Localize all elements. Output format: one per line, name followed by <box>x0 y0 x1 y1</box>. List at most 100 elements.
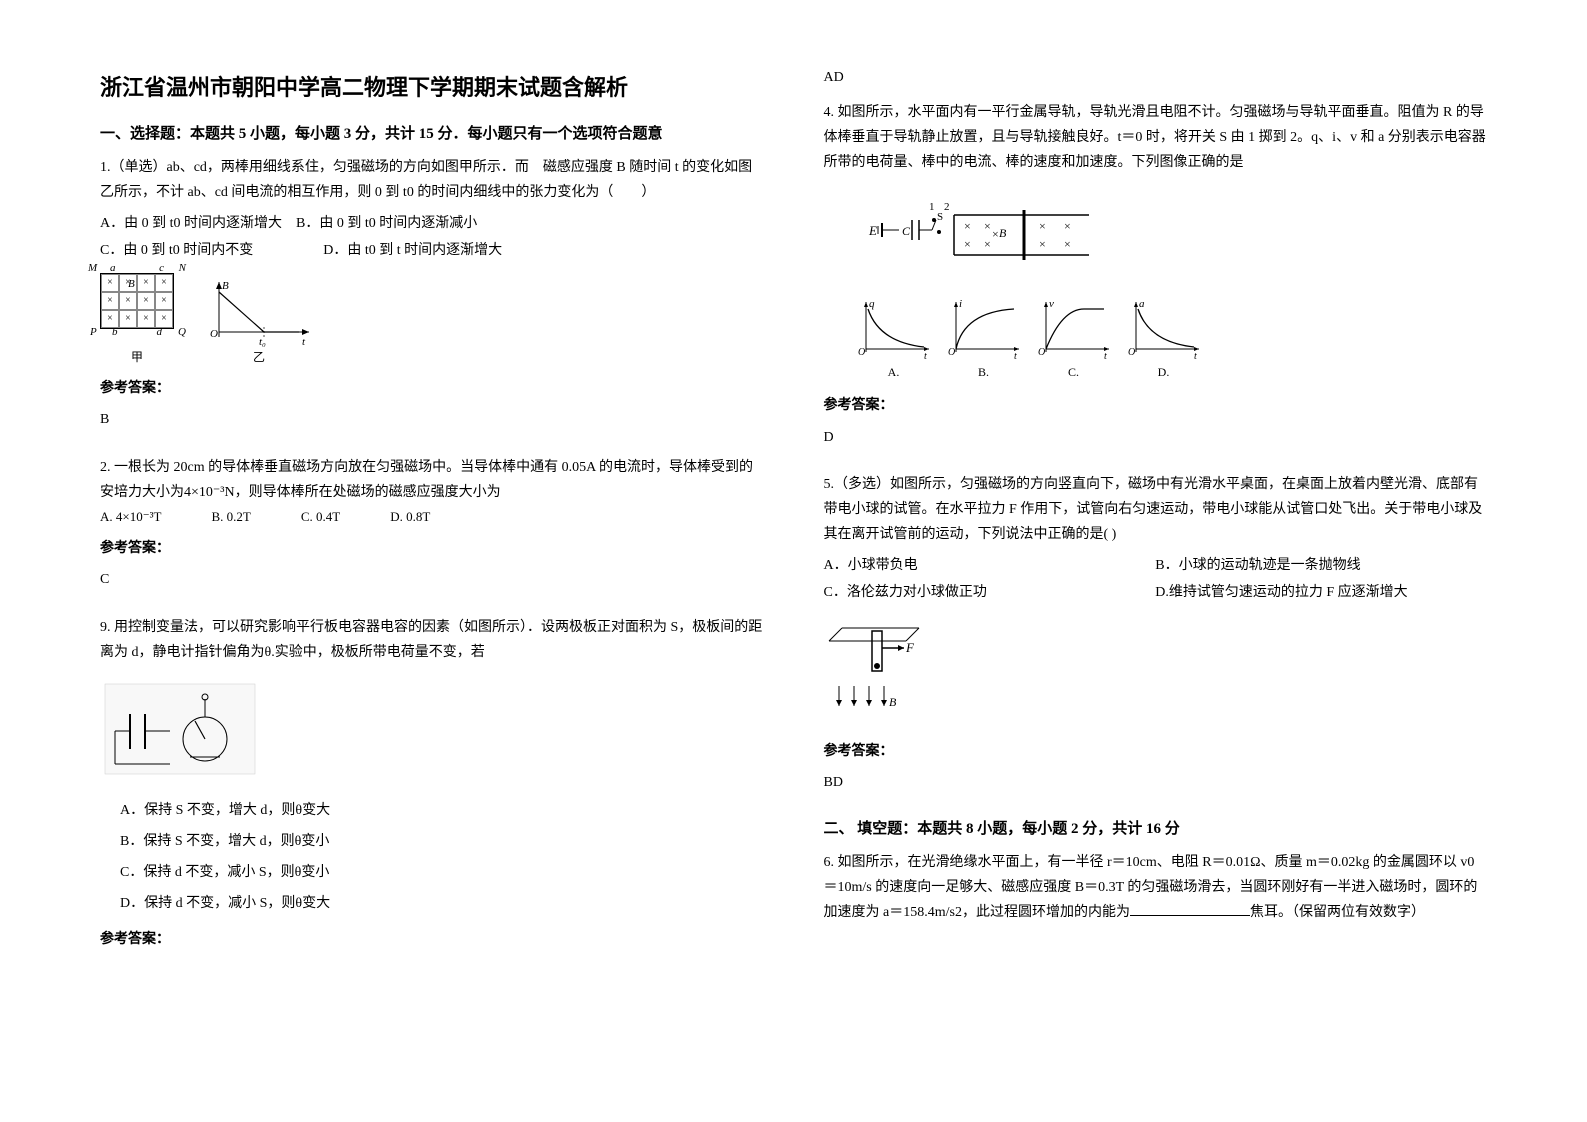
document-title: 浙江省温州市朝阳中学高二物理下学期期末试题含解析 <box>100 70 764 102</box>
q4-graph-A: q O t A. <box>854 297 934 384</box>
q1-label-B1: B <box>128 275 135 295</box>
q5-answer: BD <box>824 770 1488 795</box>
svg-text:a: a <box>1139 298 1145 310</box>
q5-text: 5.（多选）如图所示，匀强磁场的方向竖直向下，磁场中有光滑水平桌面，在桌面上放着… <box>824 472 1488 548</box>
q2-optC: 0.4T <box>316 509 340 524</box>
svg-text:1: 1 <box>929 201 935 213</box>
q6-text2: 焦耳。（保留两位有效数字） <box>1250 905 1425 920</box>
q1-fig1-label: 甲 <box>131 347 143 369</box>
q1-label-Q: Q <box>178 323 186 343</box>
q1-label-b: b <box>112 323 118 343</box>
q9-optA: A．保持 S 不变，增大 d，则θ变大 <box>120 796 764 827</box>
question-4: 4. 如图所示，水平面内有一平行金属导轨，导轨光滑且电阻不计。匀强磁场与导轨平面… <box>824 100 1488 464</box>
svg-text:O: O <box>1038 347 1045 358</box>
q9-text: 9. 用控制变量法，可以研究影响平行板电容器电容的因素（如图所示）．设两极板正对… <box>100 615 764 665</box>
q2-optB-label: B. <box>211 509 223 524</box>
q9-figure <box>100 679 260 779</box>
q1-label-d: d <box>157 323 163 343</box>
q4-answer: D <box>824 425 1488 450</box>
svg-text:×: × <box>1039 219 1046 233</box>
svg-text:B: B <box>999 226 1007 240</box>
left-column: 浙江省温州市朝阳中学高二物理下学期期末试题含解析 一、选择题：本题共 5 小题，… <box>100 70 764 1052</box>
q4-graph-B: i O t B. <box>944 297 1024 384</box>
q6-blank <box>1130 902 1250 916</box>
q1-axis-O: O <box>210 328 218 340</box>
q1-label-M: M <box>88 259 97 279</box>
q1-axis-t: t <box>302 336 306 347</box>
q1-text: 1.（单选）ab、cd，两棒用细线系住，匀强磁场的方向如图甲所示．而 磁感应强度… <box>100 155 764 205</box>
svg-text:2: 2 <box>944 201 950 213</box>
q1-optC: C．由 0 到 t0 时间内不变 <box>100 243 253 258</box>
q5-optC: C．洛伦兹力对小球做正功 <box>824 580 1156 607</box>
q2-optD-label: D. <box>390 509 403 524</box>
svg-text:B: B <box>889 695 897 709</box>
q2-optD: 0.8T <box>406 509 430 524</box>
svg-text:t: t <box>1194 351 1197 362</box>
q4-answer-label: 参考答案： <box>824 393 1488 418</box>
q2-optC-label: C. <box>301 509 313 524</box>
q4-gD-label: D. <box>1158 362 1170 384</box>
q1-label-P: P <box>90 323 97 343</box>
q4-rail-figure: E C 1 2 S ×× ×× ×× ×× B × <box>864 190 1104 270</box>
q1-optD: D．由 t0 到 t 时间内逐渐增大 <box>323 243 502 258</box>
q1-axis-B: B <box>222 280 229 292</box>
q5-answer-label: 参考答案： <box>824 739 1488 764</box>
svg-text:v: v <box>1049 298 1054 310</box>
svg-text:t: t <box>1104 351 1107 362</box>
svg-text:×: × <box>984 219 991 233</box>
question-2: 2. 一根长为 20cm 的导体棒垂直磁场方向放在匀强磁场中。当导体棒中通有 0… <box>100 455 764 607</box>
svg-text:×: × <box>992 227 999 241</box>
q5-optA: A．小球带负电 <box>824 553 1156 580</box>
q1-label-c: c <box>159 259 164 279</box>
section2-header: 二、 填空题：本题共 8 小题，每小题 2 分，共计 16 分 <box>824 817 1488 838</box>
svg-text:×: × <box>984 237 991 251</box>
svg-text:×: × <box>1039 237 1046 251</box>
q2-text2: ，则导体棒所在处磁场的磁感应强度大小为 <box>235 485 501 500</box>
q1-fig2-label: 乙 <box>253 347 265 369</box>
q5-optD: D.维持试管匀速运动的拉力 F 应逐渐增大 <box>1155 580 1487 607</box>
q1-figures: ×××× ×××× ×××× M a c N B P b d Q 甲 <box>100 273 764 369</box>
q1-label-a: a <box>110 259 116 279</box>
q9-optC: C．保持 d 不变，减小 S，则θ变小 <box>120 858 764 889</box>
right-column: AD 4. 如图所示，水平面内有一平行金属导轨，导轨光滑且电阻不计。匀强磁场与导… <box>824 70 1488 1052</box>
svg-text:×: × <box>964 237 971 251</box>
question-1: 1.（单选）ab、cd，两棒用细线系住，匀强磁场的方向如图甲所示．而 磁感应强度… <box>100 155 764 447</box>
q2-optB: 0.2T <box>227 509 251 524</box>
q5-options: A．小球带负电 B．小球的运动轨迹是一条抛物线 C．洛伦兹力对小球做正功 D.维… <box>824 553 1488 606</box>
q2-formula: 4×10⁻³N <box>184 485 235 500</box>
question-6: 6. 如图所示，在光滑绝缘水平面上，有一半径 r＝10cm、电阻 R＝0.01Ω… <box>824 850 1488 926</box>
q9-options: A．保持 S 不变，增大 d，则θ变大 B．保持 S 不变，增大 d，则θ变小 … <box>120 796 764 919</box>
svg-text:×: × <box>964 219 971 233</box>
q1-label-N: N <box>179 259 186 279</box>
q9-answer-label: 参考答案： <box>100 927 764 952</box>
svg-text:C: C <box>902 224 911 238</box>
q1-cross-box: ×××× ×××× ×××× <box>100 273 174 329</box>
q2-options: A. 4×10⁻³T B. 0.2T C. 0.4T D. 0.8T <box>100 505 764 528</box>
q1-graph-svg: B O t₀ t <box>204 277 314 347</box>
q4-gA-label: A. <box>888 362 900 384</box>
q2-optA: 4×10⁻³T <box>116 509 162 524</box>
q4-graphs: q O t A. i O t B. <box>854 297 1488 384</box>
svg-text:×: × <box>1064 219 1071 233</box>
q1-answer-label: 参考答案： <box>100 376 764 401</box>
q4-gC-label: C. <box>1068 362 1079 384</box>
section1-header: 一、选择题：本题共 5 小题，每小题 3 分，共计 15 分．每小题只有一个选项… <box>100 122 764 143</box>
q2-optA-label: A. <box>100 509 113 524</box>
svg-text:E: E <box>868 223 877 238</box>
svg-text:t: t <box>1014 351 1017 362</box>
question-5: 5.（多选）如图所示，匀强磁场的方向竖直向下，磁场中有光滑水平桌面，在桌面上放着… <box>824 472 1488 809</box>
q1-optB: B．由 0 到 t0 时间内逐渐减小 <box>296 216 477 231</box>
svg-text:×: × <box>1064 237 1071 251</box>
q4-gB-label: B. <box>978 362 989 384</box>
q9-optD: D．保持 d 不变，减小 S，则θ变大 <box>120 889 764 920</box>
q4-graph-D: a O t D. <box>1124 297 1204 384</box>
q1-answer: B <box>100 407 764 432</box>
q2-answer-label: 参考答案： <box>100 536 764 561</box>
q5-figure: F B <box>824 616 954 711</box>
q9-answer: AD <box>824 70 1488 86</box>
q2-answer: C <box>100 567 764 592</box>
svg-text:O: O <box>1128 347 1135 358</box>
svg-text:t: t <box>924 351 927 362</box>
question-9: 9. 用控制变量法，可以研究影响平行板电容器电容的因素（如图所示）．设两极板正对… <box>100 615 764 959</box>
q1-fig-yi: B O t₀ t 乙 <box>204 277 314 369</box>
